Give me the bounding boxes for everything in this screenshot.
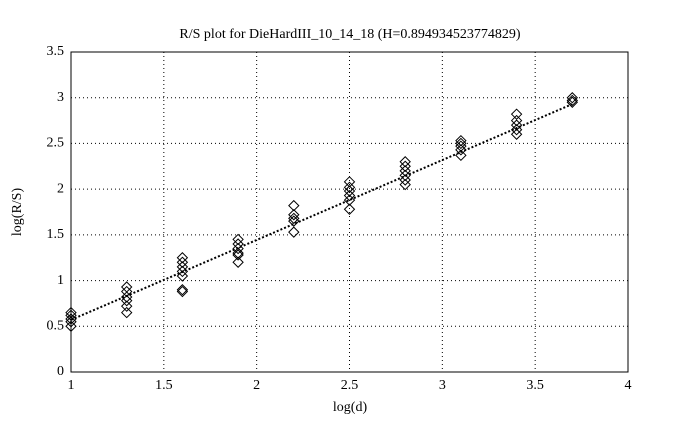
- marker: [288, 226, 300, 238]
- marker: [120, 291, 133, 303]
- chart-title: R/S plot for DieHardIII_10_14_18 (H=0.89…: [179, 27, 520, 42]
- marker: [288, 212, 300, 225]
- y-axis-label: log(R/S): [10, 188, 25, 237]
- marker: [510, 119, 523, 131]
- x-tick-label: 4: [625, 378, 632, 393]
- marker: [399, 174, 411, 186]
- marker: [288, 199, 300, 212]
- y-tick-label: 2.5: [47, 136, 65, 151]
- marker: [399, 169, 411, 182]
- x-tick-label: 1.5: [155, 378, 173, 393]
- y-tick-label: 3.5: [47, 44, 65, 59]
- marker: [288, 209, 300, 221]
- marker: [65, 313, 77, 325]
- x-tick-label: 3: [439, 378, 446, 393]
- marker: [399, 160, 411, 172]
- marker: [343, 194, 356, 206]
- marker: [510, 128, 523, 140]
- marker: [455, 137, 467, 150]
- marker: [399, 178, 411, 191]
- marker: [510, 108, 523, 120]
- y-tick-label: 0.5: [47, 319, 65, 334]
- x-axis-label: log(d): [333, 400, 368, 415]
- y-tick-label: 1: [57, 273, 64, 288]
- marker: [65, 320, 77, 332]
- marker: [65, 316, 77, 328]
- marker: [65, 309, 77, 322]
- marker: [120, 294, 133, 307]
- marker: [232, 256, 244, 268]
- marker: [343, 176, 356, 188]
- marker: [343, 203, 356, 215]
- y-tick-label: 0: [57, 364, 64, 379]
- marker: [176, 285, 189, 298]
- marker: [65, 306, 77, 319]
- marker: [566, 96, 579, 108]
- marker: [455, 134, 467, 147]
- marker: [232, 249, 244, 261]
- marker: [176, 284, 189, 296]
- marker: [176, 252, 189, 264]
- marker: [176, 256, 189, 268]
- marker: [566, 94, 579, 107]
- marker: [455, 144, 467, 156]
- y-tick-label: 1.5: [47, 227, 65, 242]
- marker: [510, 124, 523, 136]
- marker: [399, 156, 411, 168]
- marker: [343, 189, 356, 202]
- marker: [343, 185, 356, 197]
- marker: [120, 306, 133, 319]
- y-tick-label: 2: [57, 181, 64, 196]
- marker: [399, 165, 411, 177]
- plot-frame: [70, 51, 629, 373]
- marker: [510, 114, 523, 127]
- marker: [288, 215, 300, 227]
- marker: [232, 233, 244, 246]
- x-tick-label: 1: [68, 378, 75, 393]
- fit-line: [70, 103, 573, 321]
- y-tick-label: 3: [57, 90, 64, 105]
- marker: [232, 247, 244, 259]
- x-tick-label: 3.5: [526, 378, 544, 393]
- marker: [566, 92, 579, 104]
- x-tick-label: 2.5: [341, 378, 359, 393]
- marker: [120, 300, 133, 312]
- marker: [343, 181, 356, 194]
- x-tick-label: 2: [253, 378, 260, 393]
